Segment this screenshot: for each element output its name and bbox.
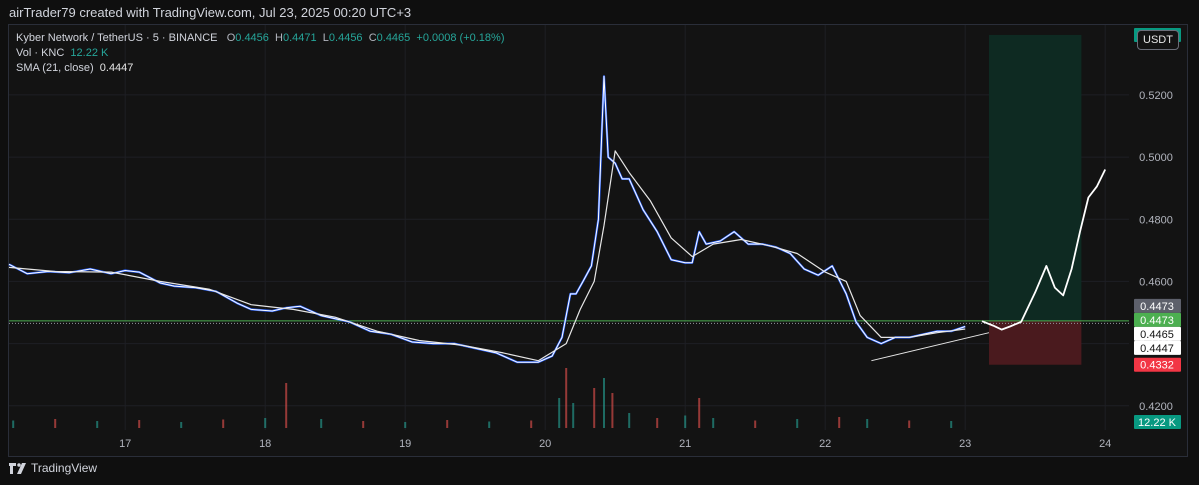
volume-badge-label: 12.22 K xyxy=(1138,417,1177,429)
price-tick-label: 0.5200 xyxy=(1139,90,1173,102)
close-value: 0.4465 xyxy=(376,32,411,44)
high-value: 0.4471 xyxy=(283,32,317,44)
volume-bar xyxy=(180,422,183,428)
chart-grid xyxy=(9,25,1129,430)
price-tick-label: 0.4800 xyxy=(1139,214,1173,226)
high-label: H xyxy=(275,32,283,44)
sma-value: 0.4447 xyxy=(99,62,134,74)
low-label: L xyxy=(322,32,329,44)
price-badge-label: 0.4473 xyxy=(1140,315,1174,327)
volume-bar xyxy=(698,398,701,428)
price-lines xyxy=(8,75,1129,364)
volume-bar xyxy=(611,393,614,428)
volume-bar xyxy=(908,420,911,428)
volume-bar xyxy=(684,415,687,428)
price-badge-label: 0.4447 xyxy=(1140,343,1174,355)
price-tick-label: 0.5000 xyxy=(1139,152,1173,164)
price-tick-label: 0.4200 xyxy=(1139,401,1173,413)
time-tick-label: 23 xyxy=(959,438,971,450)
price-badge xyxy=(1134,340,1181,355)
volume-bar xyxy=(572,403,575,428)
volume-bar xyxy=(222,419,225,428)
chart-legend: Kyber Network / TetherUS · 5 · BINANCE O… xyxy=(16,31,505,76)
target-zone xyxy=(989,34,1082,321)
volume-bar xyxy=(446,420,449,428)
open-value: 0.4456 xyxy=(235,32,269,44)
volume-bars xyxy=(12,368,953,428)
attribution-text: airTrader79 created with TradingView.com… xyxy=(9,4,412,20)
time-tick-label: 20 xyxy=(539,438,551,450)
volume-bar xyxy=(404,422,407,428)
symbol-name: Kyber Network / TetherUS · 5 · BINANCE xyxy=(16,32,218,44)
price-badge xyxy=(1134,326,1181,341)
volume-row: Vol · KNC 12.22 K xyxy=(16,46,505,61)
volume-bar xyxy=(530,420,533,428)
symbol-row: Kyber Network / TetherUS · 5 · BINANCE O… xyxy=(16,31,505,46)
volume-bar xyxy=(628,413,631,428)
volume-bar xyxy=(656,418,659,428)
stop-zone xyxy=(989,320,1082,365)
volume-bar xyxy=(565,368,568,428)
volume-bar xyxy=(796,419,799,428)
volume-bar xyxy=(96,421,99,428)
volume-bar xyxy=(558,398,561,428)
sma-row: SMA (21, close) 0.4447 xyxy=(16,61,505,76)
volume-bar xyxy=(320,419,323,428)
time-tick-label: 18 xyxy=(259,438,271,450)
price-badge-label: 0.4465 xyxy=(1140,329,1174,341)
projection-path xyxy=(981,169,1107,331)
volume-badge xyxy=(1134,415,1181,429)
open-label: O xyxy=(226,32,236,44)
price-badge xyxy=(1134,312,1181,327)
price-badge-label: 0.4473 xyxy=(1140,301,1174,313)
time-tick-label: 21 xyxy=(679,438,691,450)
tradingview-watermark: TradingView xyxy=(9,461,97,475)
volume-bar xyxy=(754,420,757,428)
volume-bar xyxy=(12,420,15,428)
volume-bar xyxy=(950,421,953,428)
tradingview-logo-icon xyxy=(9,462,26,474)
volume-bar xyxy=(712,418,715,428)
price-badge xyxy=(1134,298,1181,313)
chart-attribution: airTrader79 created with TradingView.com… xyxy=(0,0,1199,24)
close-label: C xyxy=(368,32,377,44)
time-axis: 17 18 19 20 21 22 23 24 xyxy=(119,438,1111,450)
low-value: 0.4456 xyxy=(328,32,363,44)
long-position-tool xyxy=(989,34,1082,365)
time-tick-label: 24 xyxy=(1099,438,1111,450)
time-tick-label: 22 xyxy=(819,438,831,450)
volume-bar xyxy=(866,419,869,428)
time-tick-label: 19 xyxy=(399,438,411,450)
price-tick-label: 0.4600 xyxy=(1139,276,1173,288)
volume-label: Vol · KNC xyxy=(16,47,65,59)
change-value: +0.0008 (+0.18%) xyxy=(416,32,505,44)
volume-value: 12.22 K xyxy=(70,47,109,59)
brand-name: TradingView xyxy=(31,461,98,475)
volume-bar xyxy=(285,383,288,428)
currency-button[interactable]: USDT xyxy=(1137,30,1179,50)
volume-bar xyxy=(54,419,57,428)
sma-line xyxy=(8,150,966,362)
volume-bar xyxy=(138,420,141,428)
support-trendline xyxy=(871,332,990,362)
price-axis: 0.52000.50000.48000.46000.44000.42000.53… xyxy=(1134,27,1181,429)
volume-bar xyxy=(838,417,841,428)
volume-bar xyxy=(603,378,605,428)
time-tick-label: 17 xyxy=(119,438,131,450)
sma-label: SMA (21, close) xyxy=(16,62,94,74)
volume-bar xyxy=(362,421,365,428)
volume-bar xyxy=(264,418,267,428)
price-badge-label: 0.4332 xyxy=(1140,360,1174,372)
volume-bar xyxy=(593,388,596,428)
volume-bar xyxy=(488,421,491,428)
price-badge xyxy=(1134,357,1181,372)
